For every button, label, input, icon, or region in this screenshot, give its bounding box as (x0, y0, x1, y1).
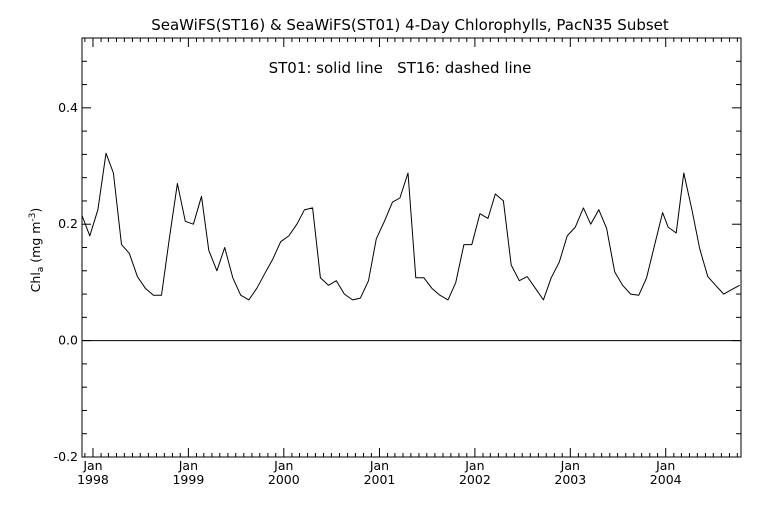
x-tick-year-label: 2001 (364, 472, 396, 487)
x-tick-month-label: Jan (273, 458, 293, 473)
chart-title: SeaWiFS(ST16) & SeaWiFS(ST01) 4-Day Chlo… (151, 16, 669, 34)
y-tick-label: 0.0 (58, 333, 78, 348)
x-tick-month-label: Jan (369, 458, 389, 473)
series-group (81, 152, 740, 301)
x-tick-month-label: Jan (560, 458, 580, 473)
x-tick-year-label: 2003 (554, 472, 586, 487)
x-tick-year-label: 2002 (459, 472, 491, 487)
y-axis-label: Chla (mg m-3) (28, 208, 46, 293)
x-axis: Jan1998Jan1999Jan2000Jan2001Jan2002Jan20… (77, 38, 738, 487)
x-tick-year-label: 2000 (268, 472, 300, 487)
x-tick-year-label: 1999 (172, 472, 204, 487)
x-tick-month-label: Jan (178, 458, 198, 473)
x-tick-month-label: Jan (82, 458, 102, 473)
plot-frame (81, 37, 742, 458)
x-tick-year-label: 1998 (77, 472, 109, 487)
y-tick-label: -0.2 (54, 449, 78, 464)
x-tick-month-label: Jan (464, 458, 484, 473)
series-line-solid (81, 152, 740, 301)
y-tick-label: 0.2 (58, 216, 78, 231)
chart-annotation: ST01: solid line ST16: dashed line (269, 59, 532, 77)
y-tick-label: 0.4 (58, 100, 78, 115)
y-axis: -0.2 0.0 0.2 0.4 (54, 37, 741, 464)
x-tick-month-label: Jan (655, 458, 675, 473)
x-tick-year-label: 2004 (650, 472, 682, 487)
